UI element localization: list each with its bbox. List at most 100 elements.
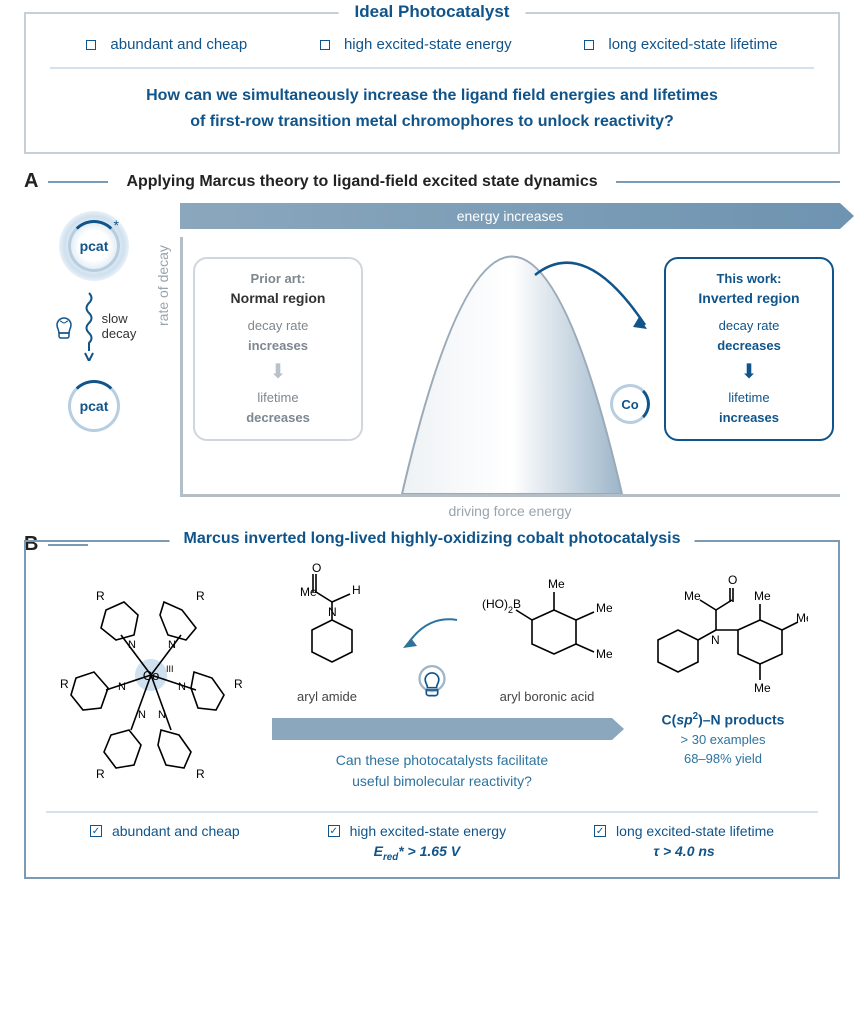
svg-text:R: R [96, 589, 105, 603]
checkbox-empty-icon [584, 40, 594, 50]
bottom-check-2: ✓ high excited-state energy Ered* > 1.65… [328, 823, 506, 863]
rxn-q-l1: Can these photocatalysts facilitate [272, 750, 612, 771]
energy-bar-label: energy increases [457, 208, 564, 224]
energy-increases-bar: energy increases [180, 203, 840, 229]
inverted-region-box: This work: Inverted region decay rate de… [664, 257, 834, 441]
check-item-1: abundant and cheap [86, 36, 247, 53]
svg-text:(HO)2B: (HO)2B [482, 597, 521, 615]
pcat-excited-icon: pcat * [59, 211, 129, 281]
normal-title: Normal region [211, 290, 345, 306]
question-line2: of first-row transition metal chromophor… [50, 109, 814, 135]
decay-text: decay [102, 326, 137, 342]
reactants-row: Me O N H aryl amide [272, 560, 612, 704]
wavy-arrow-icon [82, 291, 96, 361]
svg-text:Me: Me [596, 601, 612, 615]
svg-text:N: N [138, 709, 146, 721]
svg-text:R: R [234, 677, 243, 691]
pcat-column: pcat * slow decay pcat [24, 203, 164, 519]
curved-arrow-icon [397, 610, 467, 660]
svg-text:R: R [96, 767, 105, 781]
bcheck-sub: τ > 4.0 ns [594, 843, 774, 859]
curved-arrow-icon [525, 245, 665, 365]
svg-text:N: N [168, 639, 176, 651]
svg-text:III: III [166, 664, 174, 674]
check-label: abundant and cheap [110, 36, 247, 53]
svg-text:N: N [158, 709, 166, 721]
down-arrow-icon: ⬇ [211, 359, 345, 384]
svg-text:N: N [328, 605, 337, 619]
inverted-pre: This work: [682, 271, 816, 286]
svg-text:N: N [711, 633, 720, 647]
svg-text:Me: Me [796, 611, 808, 625]
svg-text:N: N [128, 639, 136, 651]
checkbox-checked-icon: ✓ [90, 825, 102, 837]
svg-text:Me: Me [548, 577, 565, 591]
decay-row: slow decay [52, 291, 137, 361]
bottom-checklist: ✓ abundant and cheap ✓ high excited-stat… [46, 823, 818, 863]
pcat-ground-icon: pcat [59, 371, 129, 441]
slow-text: slow [102, 311, 137, 327]
check-label: high excited-state energy [344, 36, 512, 53]
normal-region-box: Prior art: Normal region decay rate incr… [193, 257, 363, 441]
panel-b: Marcus inverted long-lived highly-oxidiz… [24, 540, 840, 879]
svg-text:R: R [196, 589, 205, 603]
bottom-check-1: ✓ abundant and cheap [90, 823, 240, 863]
co-label: Co [621, 397, 638, 412]
normal-l1: decay rate increases [211, 316, 345, 355]
question-line1: How can we simultaneously increase the l… [50, 83, 814, 109]
checkbox-empty-icon [86, 40, 96, 50]
product-title: C(sp2)–N products [628, 711, 818, 728]
aryl-amide: Me O N H aryl amide [272, 560, 382, 704]
inverted-title: Inverted region [682, 290, 816, 306]
checkbox-empty-icon [320, 40, 330, 50]
reaction-column: Me O N H aryl amide [272, 560, 612, 792]
ideal-photocatalyst-panel: Ideal Photocatalyst abundant and cheap h… [24, 12, 840, 154]
check-label: long excited-state lifetime [608, 36, 777, 53]
normal-l2: lifetime decreases [211, 388, 345, 427]
divider [50, 67, 814, 69]
bcheck-label: abundant and cheap [112, 823, 240, 839]
x-axis-label: driving force energy [180, 503, 840, 519]
svg-text:O: O [728, 573, 737, 587]
aryl-boronic-acid: (HO)2B Me Me Me aryl boronic acid [482, 560, 612, 704]
svg-text:N: N [118, 681, 126, 693]
svg-text:O: O [312, 561, 321, 575]
star-icon: * [114, 217, 119, 233]
section-a-header: A Applying Marcus theory to ligand-field… [24, 170, 840, 193]
bcheck-label: high excited-state energy [350, 823, 506, 839]
inverted-l1: decay rate decreases [682, 316, 816, 355]
boronic-label: aryl boronic acid [482, 689, 612, 704]
check-item-3: long excited-state lifetime [584, 36, 777, 53]
pcat-ring-icon: pcat [68, 220, 120, 272]
pcat-ring-icon: pcat [68, 380, 120, 432]
y-axis-label: rate of decay [155, 245, 171, 326]
pcat-label: pcat [80, 238, 109, 254]
rxn-q-l2: useful bimolecular reactivity? [272, 771, 612, 792]
product-sub1: > 30 examples [628, 732, 818, 747]
svg-text:Me: Me [596, 647, 612, 661]
product-sub2: 68–98% yield [628, 751, 818, 766]
slow-decay-label: slow decay [102, 311, 137, 342]
aryl-amide-icon: Me O N H [272, 560, 382, 680]
section-a-letter: A [24, 170, 38, 193]
divider [46, 811, 818, 813]
rule-icon [48, 181, 108, 183]
checkbox-checked-icon: ✓ [328, 825, 340, 837]
svg-text:Me: Me [684, 589, 701, 603]
cobalt-complex-icon: Co III NN NN NN RR RR RR [46, 560, 256, 790]
section-a-title: Applying Marcus theory to ligand-field e… [118, 173, 605, 191]
bottom-check-3: ✓ long excited-state lifetime τ > 4.0 ns [594, 823, 774, 863]
lightbulb-icon [52, 311, 76, 341]
svg-text:N: N [178, 681, 186, 693]
check-item-2: high excited-state energy [320, 36, 512, 53]
pcat-label: pcat [80, 398, 109, 414]
normal-pre: Prior art: [211, 271, 345, 286]
ideal-question: How can we simultaneously increase the l… [50, 83, 814, 134]
ideal-title: Ideal Photocatalyst [339, 2, 526, 22]
inverted-l2: lifetime increases [682, 388, 816, 427]
product-column: Me O N Me Me Me C(sp2)–N products > 30 e… [628, 560, 818, 766]
product-icon: Me O N Me Me Me [638, 560, 808, 700]
svg-text:R: R [196, 767, 205, 781]
bcheck-sub: Ered* > 1.65 V [328, 843, 506, 863]
reaction-center [382, 610, 482, 704]
